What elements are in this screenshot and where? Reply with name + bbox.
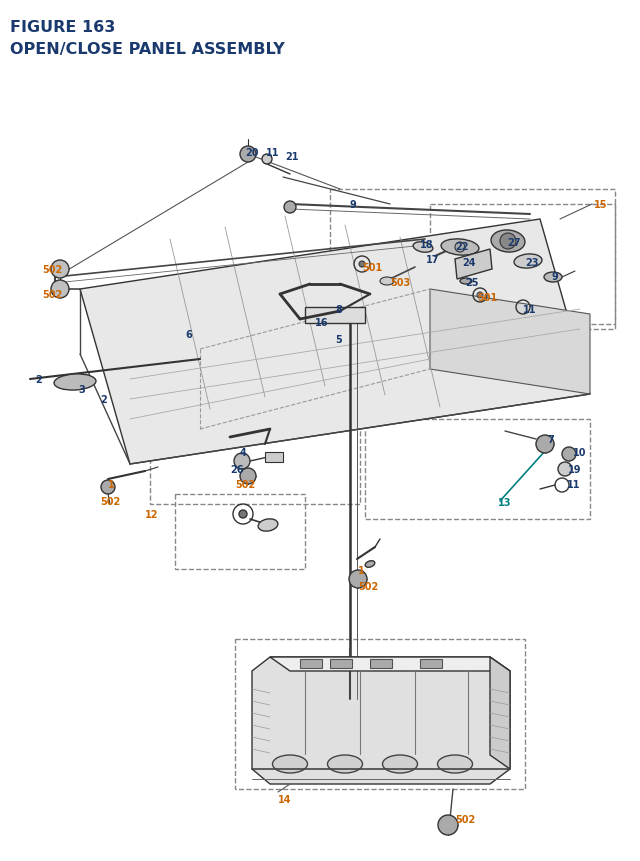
Circle shape bbox=[284, 201, 296, 214]
Text: 3: 3 bbox=[78, 385, 84, 394]
Ellipse shape bbox=[380, 278, 394, 286]
Text: 17: 17 bbox=[426, 255, 440, 264]
Bar bbox=[300, 660, 322, 668]
Text: 14: 14 bbox=[278, 794, 291, 804]
Text: 13: 13 bbox=[498, 498, 511, 507]
Text: 502: 502 bbox=[42, 289, 62, 300]
Ellipse shape bbox=[383, 755, 417, 773]
Text: 10: 10 bbox=[573, 448, 586, 457]
Text: 4: 4 bbox=[240, 448, 247, 457]
Ellipse shape bbox=[258, 519, 278, 531]
Ellipse shape bbox=[328, 755, 362, 773]
Text: 26: 26 bbox=[230, 464, 243, 474]
Polygon shape bbox=[80, 220, 590, 464]
Bar bbox=[370, 660, 392, 668]
Circle shape bbox=[240, 147, 256, 163]
Bar bbox=[175, 494, 305, 569]
Circle shape bbox=[349, 570, 367, 588]
Circle shape bbox=[477, 293, 483, 299]
Text: OPEN/CLOSE PANEL ASSEMBLY: OPEN/CLOSE PANEL ASSEMBLY bbox=[10, 42, 285, 57]
Text: 21: 21 bbox=[285, 152, 298, 162]
Circle shape bbox=[234, 454, 250, 469]
Polygon shape bbox=[270, 657, 510, 672]
Bar bbox=[330, 189, 615, 330]
Circle shape bbox=[239, 511, 247, 518]
Circle shape bbox=[536, 436, 554, 454]
Bar bbox=[265, 453, 283, 462]
Text: 502: 502 bbox=[42, 264, 62, 275]
Ellipse shape bbox=[460, 279, 472, 285]
Text: 7: 7 bbox=[547, 435, 554, 444]
Ellipse shape bbox=[491, 231, 525, 253]
Text: 8: 8 bbox=[335, 305, 342, 314]
Text: 9: 9 bbox=[350, 200, 356, 210]
Text: 502: 502 bbox=[235, 480, 255, 489]
Text: 22: 22 bbox=[455, 242, 468, 251]
Polygon shape bbox=[430, 289, 590, 394]
Text: 11: 11 bbox=[523, 305, 536, 314]
Bar bbox=[150, 339, 360, 505]
Circle shape bbox=[262, 155, 272, 164]
Ellipse shape bbox=[438, 755, 472, 773]
Text: 20: 20 bbox=[245, 148, 259, 158]
Text: 6: 6 bbox=[185, 330, 192, 339]
Text: 2: 2 bbox=[35, 375, 42, 385]
Text: 501: 501 bbox=[362, 263, 382, 273]
Text: FIGURE 163: FIGURE 163 bbox=[10, 20, 115, 35]
Ellipse shape bbox=[365, 561, 375, 567]
Text: 23: 23 bbox=[525, 257, 538, 268]
Text: 12: 12 bbox=[145, 510, 159, 519]
Ellipse shape bbox=[514, 255, 542, 269]
Text: 11: 11 bbox=[567, 480, 580, 489]
Text: 27: 27 bbox=[507, 238, 520, 248]
Ellipse shape bbox=[413, 243, 433, 253]
Circle shape bbox=[558, 462, 572, 476]
Bar bbox=[365, 419, 590, 519]
Text: 11: 11 bbox=[266, 148, 280, 158]
Text: 502: 502 bbox=[100, 497, 120, 506]
Circle shape bbox=[455, 243, 465, 253]
Bar bbox=[420, 660, 442, 668]
Ellipse shape bbox=[273, 755, 307, 773]
Circle shape bbox=[240, 468, 256, 485]
Bar bbox=[330, 660, 352, 668]
Ellipse shape bbox=[441, 239, 479, 256]
Circle shape bbox=[500, 233, 516, 250]
Text: 15: 15 bbox=[594, 200, 607, 210]
Text: 5: 5 bbox=[335, 335, 342, 344]
Bar bbox=[430, 205, 615, 325]
Polygon shape bbox=[252, 657, 510, 784]
Polygon shape bbox=[490, 657, 510, 769]
Text: 501: 501 bbox=[477, 293, 497, 303]
Circle shape bbox=[51, 261, 69, 279]
Text: 502: 502 bbox=[358, 581, 378, 592]
Bar bbox=[235, 639, 525, 789]
Circle shape bbox=[101, 480, 115, 494]
Bar bbox=[305, 307, 365, 324]
Circle shape bbox=[359, 262, 365, 268]
Ellipse shape bbox=[54, 375, 96, 391]
Text: 25: 25 bbox=[465, 278, 479, 288]
Polygon shape bbox=[455, 250, 492, 280]
Text: 2: 2 bbox=[100, 394, 107, 405]
Text: 1: 1 bbox=[358, 566, 365, 575]
Text: 24: 24 bbox=[462, 257, 476, 268]
Text: 9: 9 bbox=[551, 272, 557, 282]
Circle shape bbox=[51, 281, 69, 299]
Text: 502: 502 bbox=[455, 814, 476, 824]
Text: 503: 503 bbox=[390, 278, 410, 288]
Circle shape bbox=[562, 448, 576, 461]
Text: 19: 19 bbox=[568, 464, 582, 474]
Text: 1: 1 bbox=[108, 480, 115, 489]
Ellipse shape bbox=[544, 273, 562, 282]
Text: 18: 18 bbox=[420, 239, 434, 250]
Circle shape bbox=[438, 815, 458, 835]
Text: 16: 16 bbox=[315, 318, 328, 328]
